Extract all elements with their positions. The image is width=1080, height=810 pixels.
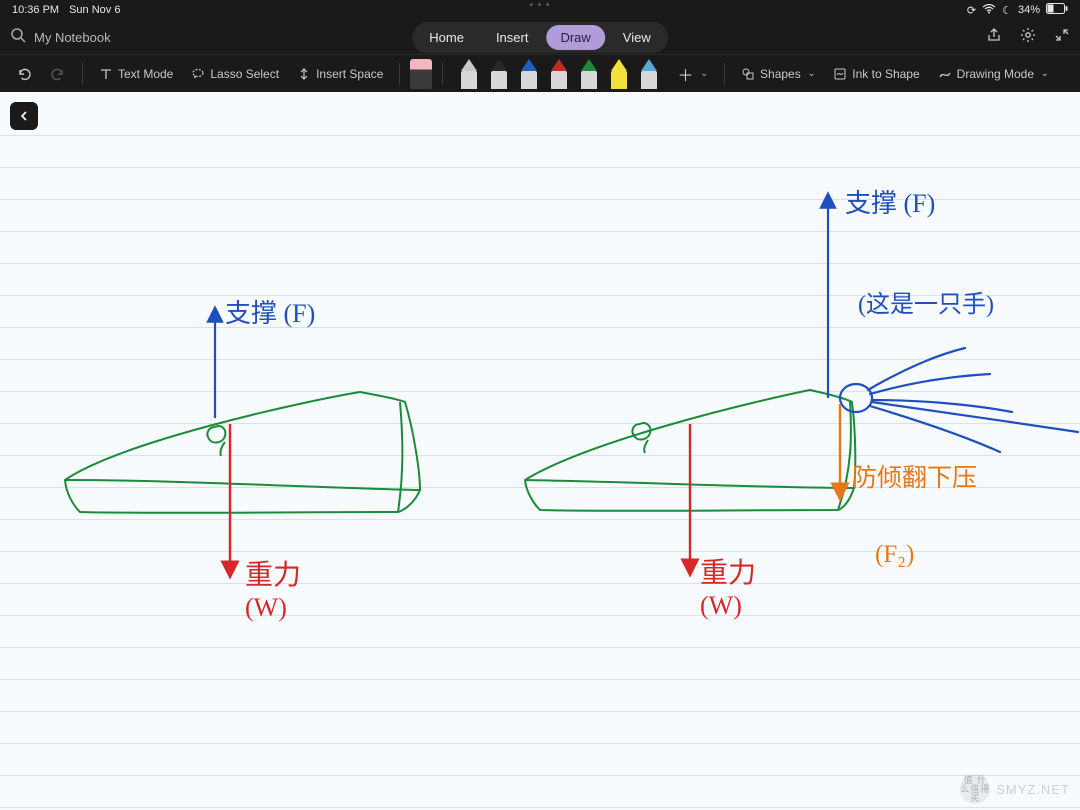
- battery-icon: [1046, 3, 1068, 17]
- tab-view[interactable]: View: [609, 25, 665, 50]
- label-support-right: 支撑 (F): [845, 189, 935, 218]
- tab-draw[interactable]: Draw: [546, 25, 604, 50]
- watermark-badge: 值 什么值得买: [960, 774, 990, 804]
- label-hand: (这是一只手): [858, 291, 994, 318]
- insert-space-button[interactable]: Insert Space: [291, 63, 389, 85]
- handwritten-sketch: 支撑 (F) 重力 (W) 支撑 (F) (这是一只手) 重力 (W) 防倾翻下…: [0, 92, 1080, 810]
- notebook-title[interactable]: My Notebook: [34, 30, 111, 45]
- pen-tool-4[interactable]: [579, 59, 599, 89]
- pen-tool-0[interactable]: [459, 59, 479, 89]
- label-w-right: (W): [700, 591, 742, 620]
- collapse-icon[interactable]: [1054, 27, 1070, 48]
- redo-button[interactable]: [44, 62, 72, 86]
- label-w-left: (W): [245, 593, 287, 622]
- wifi-icon: [982, 4, 996, 17]
- watermark-text: SMYZ.NET: [996, 782, 1070, 797]
- lasso-button[interactable]: Lasso Select: [185, 63, 285, 85]
- grip-dots-icon: • • •: [529, 0, 550, 11]
- label-press: 防倾翻下压: [852, 464, 977, 492]
- status-date: Sun Nov 6: [69, 4, 120, 16]
- text-mode-button[interactable]: Text Mode: [93, 63, 179, 85]
- app-topbar: My Notebook Home Insert Draw View: [0, 20, 1080, 54]
- text-mode-label: Text Mode: [118, 67, 173, 81]
- canvas-area[interactable]: 支撑 (F) 重力 (W) 支撑 (F) (这是一只手) 重力 (W) 防倾翻下…: [0, 92, 1080, 810]
- tab-insert[interactable]: Insert: [482, 25, 543, 50]
- status-time: 10:36 PM: [12, 4, 59, 16]
- label-f2: (F₂): [875, 541, 914, 568]
- eraser-tool[interactable]: [410, 59, 432, 89]
- ribbon-tabs: Home Insert Draw View: [412, 22, 668, 53]
- label-weight-right: 重力: [700, 557, 756, 589]
- pen-tool-2[interactable]: [519, 59, 539, 89]
- insert-space-label: Insert Space: [316, 67, 383, 81]
- share-icon[interactable]: [986, 27, 1002, 48]
- pen-tool-6[interactable]: [639, 59, 659, 89]
- gear-icon[interactable]: [1020, 27, 1036, 48]
- search-icon[interactable]: [10, 27, 26, 48]
- dnd-moon-icon: ☾: [1002, 4, 1012, 17]
- pen-row: [459, 59, 659, 89]
- draw-toolbar: Text Mode Lasso Select Insert Space ＋⌄ S…: [0, 54, 1080, 92]
- undo-button[interactable]: [10, 62, 38, 86]
- label-weight-left: 重力: [245, 559, 301, 591]
- ink-to-shape-button[interactable]: Ink to Shape: [827, 63, 925, 85]
- shapes-button[interactable]: Shapes ⌄: [735, 63, 821, 85]
- battery-pct: 34%: [1018, 4, 1040, 16]
- lasso-label: Lasso Select: [210, 67, 279, 81]
- drawing-mode-label: Drawing Mode: [957, 67, 1034, 81]
- tab-home[interactable]: Home: [415, 25, 478, 50]
- pen-tool-5[interactable]: [609, 59, 629, 89]
- watermark: 值 什么值得买 SMYZ.NET: [960, 774, 1070, 804]
- ink-to-shape-label: Ink to Shape: [852, 67, 919, 81]
- add-pen-button[interactable]: ＋⌄: [671, 58, 714, 90]
- label-support-left: 支撑 (F): [225, 299, 315, 328]
- status-bar: 10:36 PM Sun Nov 6 • • • ⟳ ☾ 34%: [0, 0, 1080, 20]
- shapes-label: Shapes: [760, 67, 801, 81]
- pen-tool-1[interactable]: [489, 59, 509, 89]
- drawing-mode-button[interactable]: Drawing Mode ⌄: [932, 63, 1055, 85]
- pen-tool-3[interactable]: [549, 59, 569, 89]
- sync-icon: ⟳: [967, 4, 976, 17]
